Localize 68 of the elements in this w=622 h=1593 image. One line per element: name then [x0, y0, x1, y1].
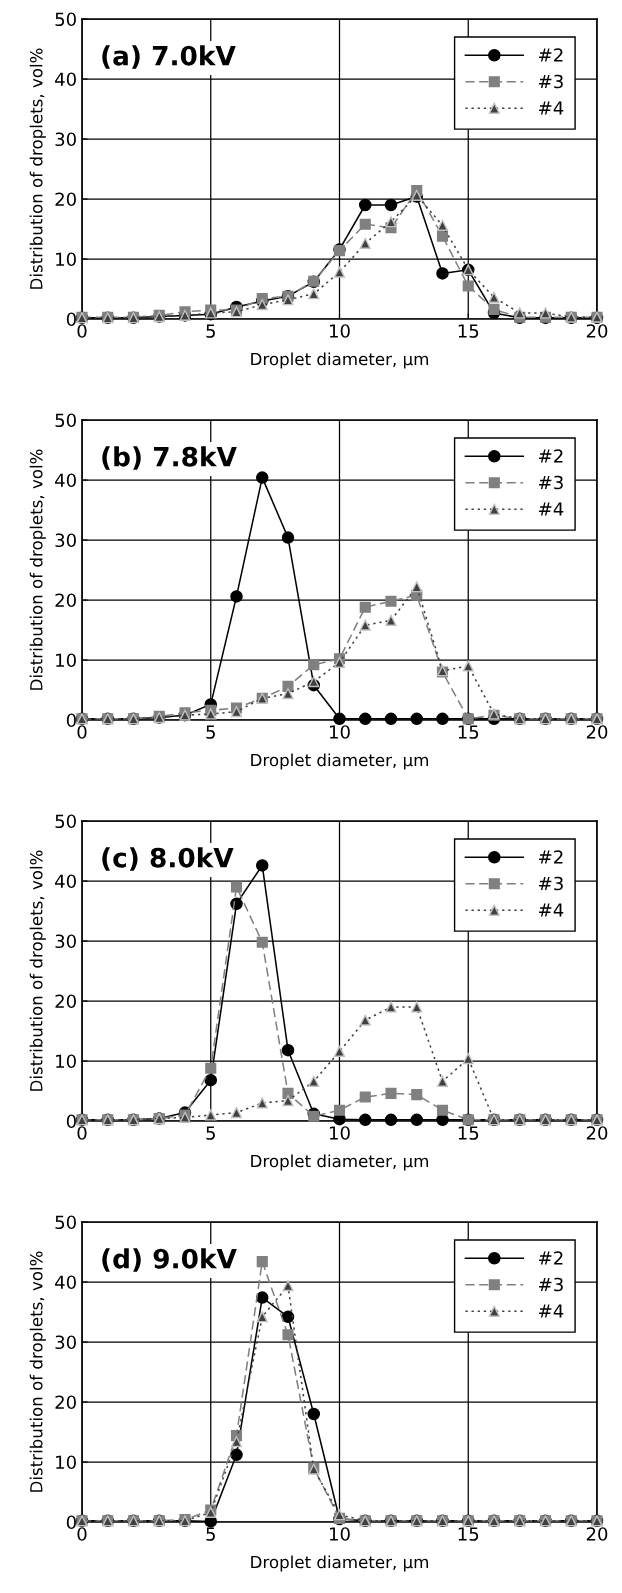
x-tick-label: 5	[206, 1126, 215, 1140]
y-tick-label: 30	[55, 934, 76, 949]
y-axis-title: Distribution of droplets, vol%	[29, 48, 46, 289]
y-tick-label: 10	[56, 653, 76, 668]
text: (c) 8.0kV	[102, 847, 234, 871]
y-tick-label: 50	[55, 413, 76, 428]
x-tick-label: 10	[330, 324, 350, 338]
y-tick-label: 50	[55, 12, 76, 27]
y-tick-label: 20	[55, 192, 76, 207]
x-tick-label: 5	[206, 1527, 215, 1541]
y-tick-label: 0	[66, 713, 76, 728]
y-tick-label: 50	[55, 1215, 76, 1230]
y-tick-label: 50	[55, 814, 76, 829]
legend-label: #3	[539, 1277, 563, 1292]
y-axis-title: Distribution of droplets, vol%	[29, 449, 46, 690]
legend-label: #4	[539, 903, 564, 917]
legend-label: #2	[539, 850, 563, 864]
y-tick-label: 30	[55, 533, 76, 548]
x-tick-label: 5	[206, 324, 215, 338]
x-tick-label: 5	[206, 725, 215, 739]
y-tick-label: 40	[55, 874, 76, 889]
x-tick-label: 10	[330, 1126, 350, 1140]
legend-label: #4	[539, 1304, 564, 1318]
legend-label: #3	[539, 74, 563, 89]
x-tick-label: 15	[458, 725, 479, 739]
y-tick-label: 20	[55, 994, 76, 1009]
legend-label: #2	[539, 48, 563, 62]
y-axis-title: Distribution of droplets, vol%	[29, 850, 46, 1091]
y-tick-label: 40	[55, 1275, 76, 1290]
y-tick-label: 10	[56, 1054, 76, 1069]
x-tick-label: 20	[586, 324, 608, 338]
x-tick-label: 15	[458, 1126, 479, 1140]
y-tick-label: 0	[66, 1515, 76, 1530]
y-axis-title: Distribution of droplets, vol%	[29, 1251, 46, 1492]
y-tick-label: 20	[55, 1395, 76, 1410]
x-axis-title: Droplet diameter, μm	[251, 1555, 428, 1572]
x-tick-label: 10	[330, 725, 350, 739]
x-axis-title: Droplet diameter, μm	[251, 352, 428, 369]
y-tick-label: 40	[55, 473, 76, 488]
legend-label: #2	[539, 449, 563, 463]
legend-label: #4	[539, 502, 564, 516]
x-tick-label: 0	[77, 1126, 87, 1140]
x-tick-label: 20	[586, 725, 608, 739]
x-tick-label: 20	[586, 1126, 608, 1140]
text: (d) 9.0kV	[102, 1248, 237, 1272]
text: (a) 7.0kV	[102, 45, 236, 69]
y-tick-label: 10	[56, 1455, 76, 1470]
y-tick-label: 30	[55, 1335, 76, 1350]
y-tick-label: 20	[55, 593, 76, 608]
legend-label: #3	[539, 876, 563, 891]
x-tick-label: 15	[458, 1527, 479, 1541]
x-tick-label: 0	[77, 725, 87, 739]
y-tick-label: 0	[66, 312, 76, 327]
x-tick-label: 15	[458, 324, 479, 338]
legend-label: #3	[539, 475, 563, 490]
y-tick-label: 40	[55, 72, 76, 87]
x-tick-label: 0	[77, 1527, 87, 1541]
x-axis-title: Droplet diameter, μm	[251, 753, 428, 770]
x-tick-label: 10	[330, 1527, 350, 1541]
text: (b) 7.8kV	[102, 446, 237, 470]
legend-label: #4	[539, 101, 564, 115]
x-axis-title: Droplet diameter, μm	[251, 1154, 428, 1171]
legend-label: #2	[539, 1251, 563, 1265]
y-tick-label: 10	[56, 252, 76, 267]
x-tick-label: 0	[77, 324, 87, 338]
x-tick-label: 20	[586, 1527, 608, 1541]
y-tick-label: 30	[55, 132, 76, 147]
y-tick-label: 0	[66, 1114, 76, 1129]
